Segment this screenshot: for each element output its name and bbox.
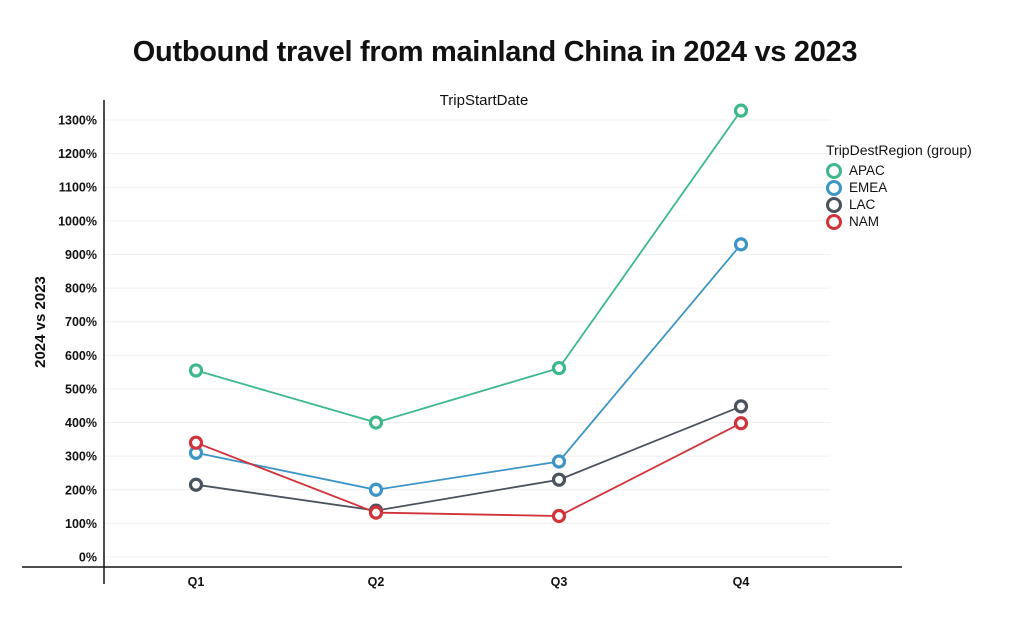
data-point-nam[interactable] [551,508,567,524]
x-tick-label: Q3 [551,575,568,589]
chart-title: Outbound travel from mainland China in 2… [132,36,858,68]
legend: TripDestRegion (group) APAC EMEA LAC NAM [826,142,972,230]
y-tick-labels: 0% 100% 200% 300% 400% 500% 600% 700% 800% 900% 10… [58,114,97,565]
gridlines [104,119,830,558]
legend-label: NAM [849,214,879,229]
series-line-lac [195,405,742,512]
y-tick-label: 400% [65,416,97,430]
y-tick-label: 500% [65,382,97,396]
data-point-nam[interactable] [733,416,749,431]
data-point-lac[interactable] [733,399,749,414]
series-line-apac [195,110,742,424]
legend-title: TripDestRegion (group) [826,142,972,158]
data-point-emea[interactable] [368,482,384,497]
legend-marker-icon [826,162,842,179]
series-line-emea [195,243,742,491]
series-points [188,103,749,524]
x-tick-labels: Q1 Q2 Q3 Q4 [188,575,750,589]
legend-label: LAC [849,197,876,212]
legend-marker-icon [826,196,842,213]
legend-item-apac[interactable]: APAC [826,162,972,179]
data-point-apac[interactable] [188,363,204,378]
data-point-nam[interactable] [368,505,384,520]
series-lines [195,110,742,517]
y-tick-label: 0% [79,551,97,565]
data-point-emea[interactable] [551,454,567,469]
data-point-apac[interactable] [733,103,749,118]
legend-label: APAC [849,163,885,178]
data-point-apac[interactable] [551,360,567,376]
top-axis-label: TripStartDate [440,92,529,109]
y-tick-label: 1300% [58,114,97,128]
y-tick-label: 700% [65,315,97,329]
y-tick-label: 900% [65,248,97,262]
axes [22,100,902,584]
legend-label: EMEA [849,180,888,195]
legend-marker-icon [826,179,842,196]
y-tick-label: 1100% [59,181,97,195]
data-point-nam[interactable] [188,435,204,450]
data-point-apac[interactable] [368,415,384,430]
y-tick-label: 100% [65,517,97,531]
y-tick-label: 200% [65,483,97,497]
data-point-lac[interactable] [551,472,567,487]
y-tick-label: 1200% [58,147,97,161]
y-tick-label: 800% [65,282,97,296]
y-tick-label: 300% [65,450,97,464]
legend-item-lac[interactable]: LAC [826,196,972,213]
series-line-nam [195,422,742,517]
legend-items: APAC EMEA LAC NAM [826,162,972,230]
y-tick-label: 600% [65,349,97,363]
y-axis-title: 2024 vs 2023 [32,276,49,368]
legend-item-nam[interactable]: NAM [826,213,972,230]
data-point-emea[interactable] [733,237,749,252]
x-tick-label: Q2 [368,575,385,589]
data-point-lac[interactable] [188,477,204,492]
legend-marker-icon [826,213,842,230]
legend-item-emea[interactable]: EMEA [826,179,972,196]
y-tick-label: 1000% [58,214,97,228]
x-tick-label: Q1 [188,575,205,589]
x-tick-label: Q4 [733,575,750,589]
